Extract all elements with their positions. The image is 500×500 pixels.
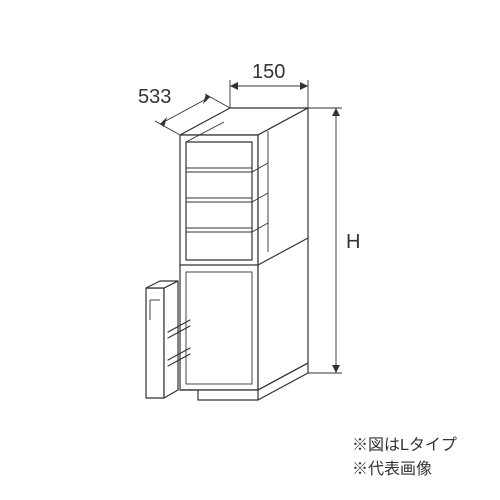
- note-line1: ※図はLタイプ: [352, 436, 457, 454]
- cabinet-body: [180, 108, 308, 400]
- dimension-height: H: [308, 108, 360, 373]
- cabinet-dimension-diagram: 533 150 H ※図はLタイプ ※代表画像: [0, 0, 500, 500]
- notes: ※図はLタイプ ※代表画像: [352, 436, 457, 478]
- dim-width-value: 150: [252, 61, 285, 83]
- dim-height-value: H: [346, 231, 360, 253]
- dim-depth-value: 533: [138, 86, 171, 108]
- note-line2: ※代表画像: [352, 460, 432, 478]
- dimension-width: 150: [230, 61, 308, 108]
